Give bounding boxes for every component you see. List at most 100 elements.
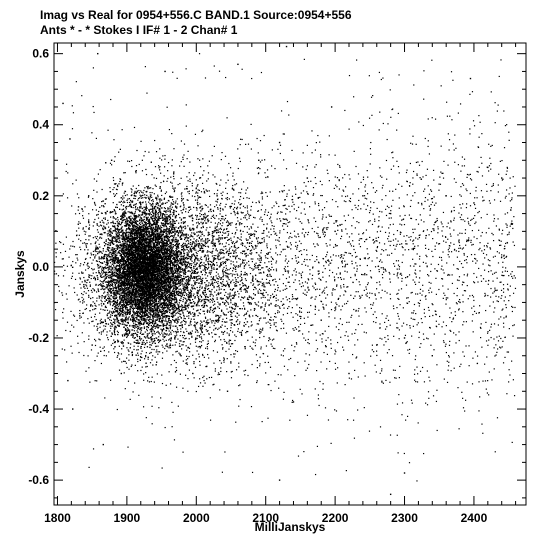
density-dot bbox=[139, 323, 141, 325]
density-dot bbox=[128, 354, 130, 356]
density-dot bbox=[155, 248, 158, 251]
density-dot bbox=[144, 201, 147, 203]
density-dot bbox=[149, 285, 152, 287]
density-dot bbox=[138, 219, 141, 221]
density-dot bbox=[163, 277, 165, 279]
density-dot bbox=[153, 249, 156, 251]
density-dot bbox=[172, 267, 174, 269]
density-dot bbox=[161, 237, 164, 239]
density-dot bbox=[140, 223, 142, 226]
density-dot bbox=[135, 326, 137, 328]
density-dot bbox=[111, 211, 113, 214]
density-dot bbox=[156, 218, 159, 220]
density-dot bbox=[91, 267, 93, 270]
density-dot bbox=[125, 293, 127, 295]
density-dot bbox=[178, 282, 180, 285]
density-dot bbox=[126, 275, 128, 277]
density-dot bbox=[117, 325, 120, 327]
density-dot bbox=[102, 329, 105, 331]
density-dot bbox=[122, 249, 125, 252]
density-dot bbox=[92, 288, 94, 290]
density-dot bbox=[135, 339, 137, 341]
density-dot bbox=[135, 268, 138, 270]
density-dot bbox=[112, 288, 115, 290]
density-dot bbox=[123, 278, 125, 280]
data-point bbox=[278, 479, 281, 481]
density-dot bbox=[114, 227, 116, 229]
density-dot bbox=[163, 276, 166, 278]
density-dot bbox=[141, 244, 143, 247]
density-dot bbox=[106, 233, 108, 235]
density-dot bbox=[146, 340, 148, 342]
data-point bbox=[237, 212, 239, 215]
data-point bbox=[431, 355, 433, 357]
density-dot bbox=[133, 257, 135, 259]
density-dot bbox=[147, 249, 150, 251]
data-point bbox=[106, 248, 109, 250]
density-dot bbox=[139, 309, 141, 311]
density-dot bbox=[132, 247, 134, 249]
density-dot bbox=[147, 220, 149, 222]
density-dot bbox=[166, 222, 168, 224]
density-dot bbox=[165, 285, 167, 287]
density-dot bbox=[148, 222, 150, 225]
density-dot bbox=[156, 234, 158, 236]
density-dot bbox=[167, 219, 169, 221]
density-dot bbox=[179, 250, 181, 252]
density-dot bbox=[87, 262, 89, 265]
density-dot bbox=[132, 282, 134, 284]
density-dot bbox=[110, 249, 112, 251]
density-dot bbox=[132, 258, 135, 260]
density-dot bbox=[141, 300, 144, 302]
density-dot bbox=[136, 255, 139, 257]
density-dot bbox=[157, 252, 159, 255]
density-dot bbox=[159, 293, 161, 296]
density-dot bbox=[136, 349, 138, 351]
density-dot bbox=[103, 222, 105, 224]
density-dot bbox=[114, 294, 116, 296]
density-dot bbox=[127, 295, 129, 297]
density-dot bbox=[148, 224, 151, 226]
density-dot bbox=[151, 282, 153, 284]
density-dot bbox=[111, 283, 113, 285]
density-dot bbox=[131, 242, 133, 244]
density-dot bbox=[172, 325, 174, 327]
density-dot bbox=[153, 310, 155, 312]
density-dot bbox=[161, 276, 163, 278]
density-dot bbox=[121, 219, 123, 221]
density-dot bbox=[125, 317, 127, 319]
density-dot bbox=[152, 224, 154, 226]
density-dot bbox=[171, 280, 174, 282]
data-point bbox=[126, 237, 128, 240]
density-dot bbox=[94, 250, 96, 252]
density-dot bbox=[135, 310, 138, 313]
density-dot bbox=[136, 237, 139, 240]
density-dot bbox=[163, 276, 165, 278]
density-dot bbox=[158, 257, 160, 259]
density-dot bbox=[167, 297, 169, 299]
density-dot bbox=[136, 276, 138, 279]
density-dot bbox=[145, 219, 148, 221]
density-dot bbox=[123, 333, 125, 335]
density-dot bbox=[167, 279, 170, 281]
density-dot bbox=[97, 265, 99, 267]
density-dot bbox=[143, 232, 146, 235]
density-dot bbox=[161, 319, 163, 321]
density-dot bbox=[213, 267, 215, 269]
density-dot bbox=[139, 237, 141, 239]
density-dot bbox=[156, 254, 158, 256]
density-dot bbox=[176, 303, 179, 305]
density-dot bbox=[126, 283, 129, 285]
density-dot bbox=[165, 249, 167, 251]
density-dot bbox=[111, 332, 113, 334]
density-dot bbox=[166, 303, 168, 305]
density-dot bbox=[93, 268, 95, 270]
density-dot bbox=[186, 258, 188, 260]
density-dot bbox=[136, 305, 138, 307]
density-dot bbox=[122, 280, 124, 282]
density-dot bbox=[167, 327, 169, 329]
density-dot bbox=[127, 300, 130, 302]
density-dot bbox=[126, 276, 128, 278]
data-point bbox=[258, 159, 260, 161]
density-dot bbox=[145, 254, 147, 256]
